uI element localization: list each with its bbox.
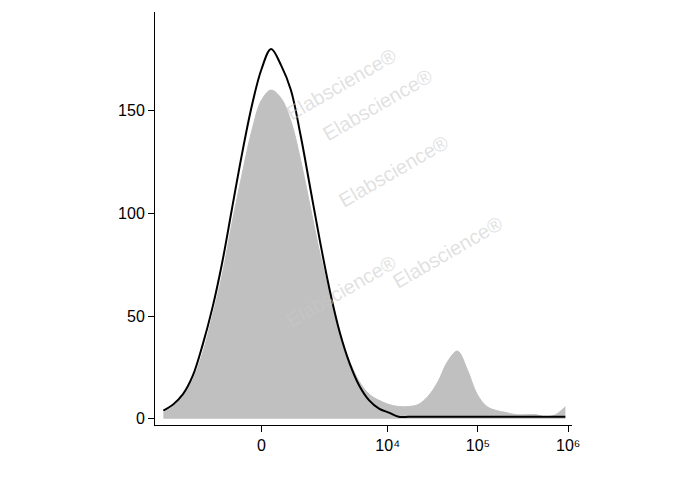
svg-text:0: 0: [136, 410, 145, 427]
svg-text:Elabscience®: Elabscience®: [283, 44, 400, 124]
svg-text:50: 50: [127, 308, 145, 325]
svg-text:10⁶: 10⁶: [556, 437, 580, 454]
svg-text:100: 100: [118, 205, 145, 222]
svg-text:Elabscience®: Elabscience®: [283, 251, 400, 331]
svg-text:10⁵: 10⁵: [466, 437, 490, 454]
svg-text:150: 150: [118, 102, 145, 119]
svg-text:10⁴: 10⁴: [375, 437, 400, 454]
svg-text:Elabscience®: Elabscience®: [389, 212, 506, 292]
svg-text:Elabscience®: Elabscience®: [335, 131, 452, 211]
svg-text:Elabscience®: Elabscience®: [319, 65, 436, 145]
svg-text:0: 0: [257, 437, 266, 454]
